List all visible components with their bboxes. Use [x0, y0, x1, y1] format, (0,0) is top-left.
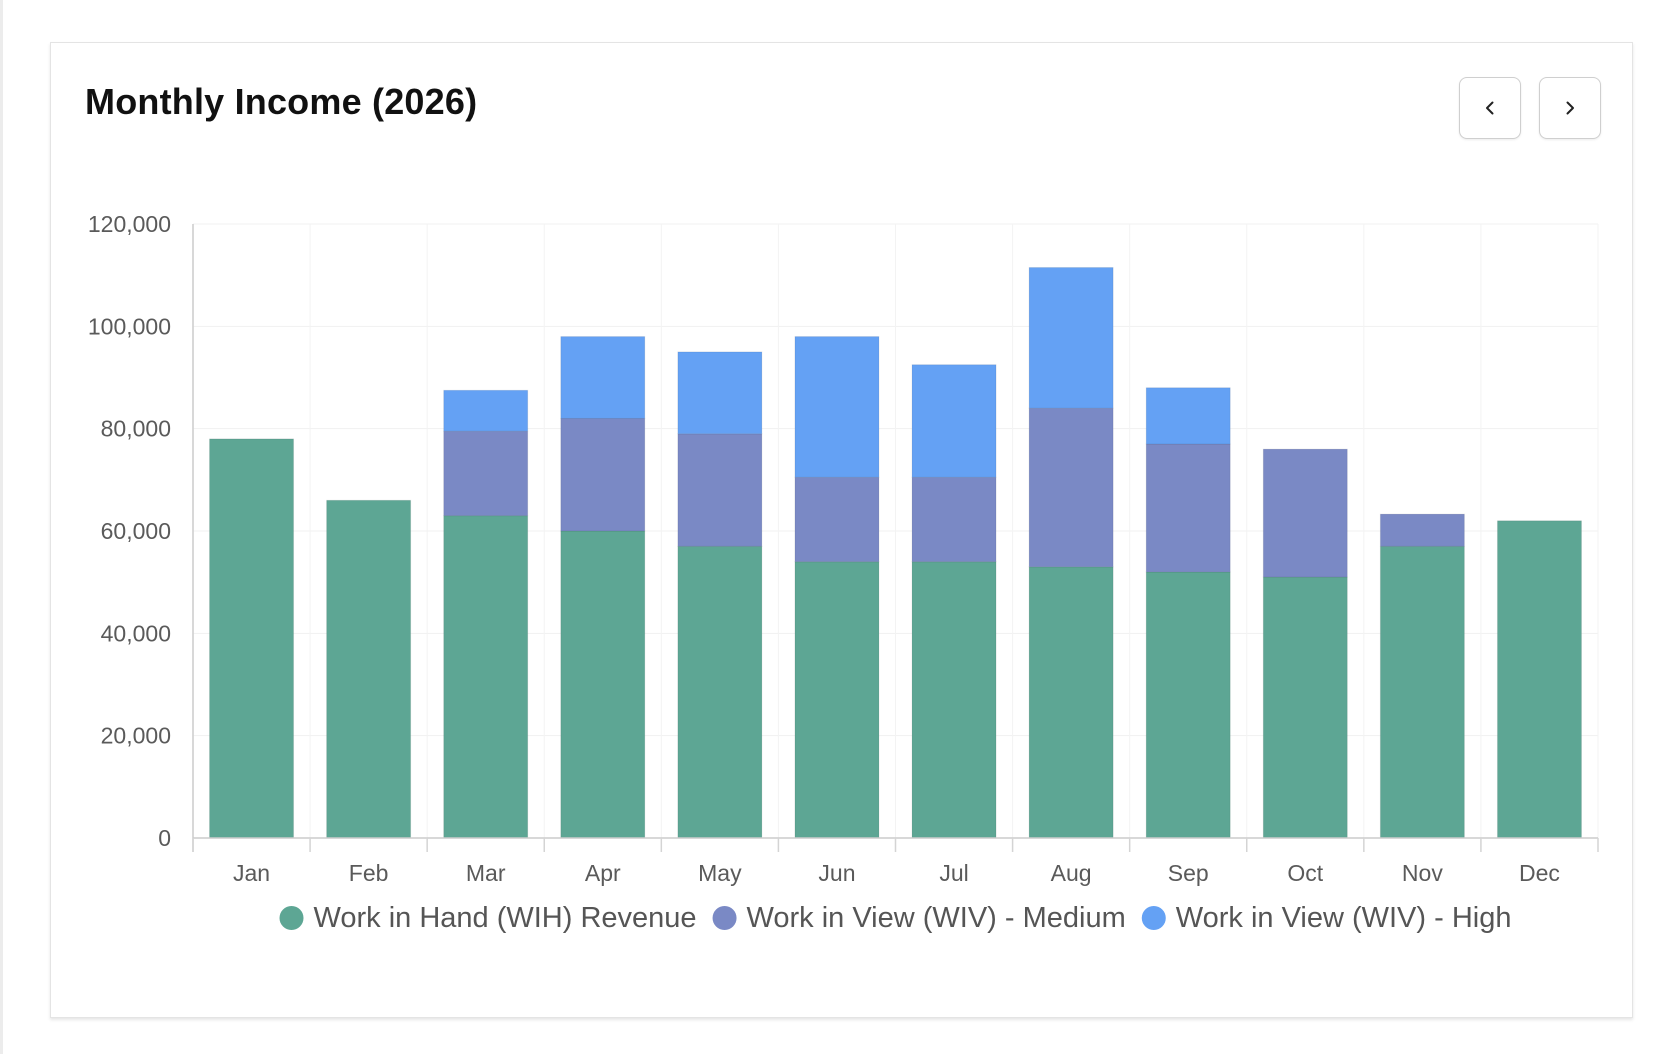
chevron-left-icon [1482, 100, 1498, 116]
x-tick-label: Nov [1402, 860, 1443, 886]
bar-jun-series-1[interactable] [794, 561, 880, 839]
bar-mar-series-1[interactable] [443, 515, 529, 839]
x-tick-label: Sep [1168, 860, 1209, 886]
x-tick-label: Feb [349, 860, 389, 886]
x-tick-label: Jul [939, 860, 968, 886]
legend-marker-1[interactable] [279, 906, 304, 930]
x-tick-label: Aug [1051, 860, 1092, 886]
x-tick-label: Apr [585, 860, 621, 886]
y-tick-label: 0 [158, 825, 171, 851]
bar-may-series-2[interactable] [677, 433, 763, 547]
stacked-bar-chart: 0 20,000 40,000 60,000 80,000 100,000 120,000 J… [88, 211, 1599, 934]
bar-may-series-3[interactable] [677, 351, 763, 435]
x-tick-label: Jan [233, 860, 270, 886]
bar-dec-series-1[interactable] [1496, 520, 1582, 839]
previous-button[interactable] [1459, 77, 1521, 139]
bar-nov-series-2[interactable] [1379, 513, 1465, 547]
bar-aug-series-1[interactable] [1028, 566, 1114, 839]
chevron-right-icon [1562, 100, 1578, 116]
legend-label-3[interactable]: Work in View (WIV) - High [1176, 902, 1512, 934]
bar-jun-series-2[interactable] [794, 476, 880, 563]
x-tick-label: Dec [1519, 860, 1560, 886]
bar-jun-series-3[interactable] [794, 336, 880, 478]
bar-oct-series-1[interactable] [1262, 576, 1348, 839]
y-tick-label: 20,000 [101, 723, 171, 749]
bar-aug-series-3[interactable] [1028, 266, 1114, 409]
x-tick-label: May [698, 860, 742, 886]
bar-feb-series-1[interactable] [326, 499, 412, 839]
bar-jul-series-2[interactable] [911, 476, 997, 563]
bar-jul-series-1[interactable] [911, 561, 997, 839]
bar-apr-series-2[interactable] [560, 417, 646, 532]
bar-sep-series-3[interactable] [1145, 387, 1231, 445]
legend-label-1[interactable]: Work in Hand (WIH) Revenue [314, 902, 697, 934]
bar-oct-series-2[interactable] [1262, 448, 1348, 578]
y-tick-label: 120,000 [88, 211, 171, 237]
bar-mar-series-2[interactable] [443, 430, 529, 517]
bar-sep-series-1[interactable] [1145, 571, 1231, 839]
x-tick-label: Mar [466, 860, 506, 886]
bar-jan-series-1[interactable] [209, 438, 295, 839]
y-tick-label: 60,000 [101, 518, 171, 544]
legend-marker-3[interactable] [1141, 906, 1166, 930]
bar-may-series-1[interactable] [677, 545, 763, 839]
bar-aug-series-2[interactable] [1028, 407, 1114, 568]
x-tick-label: Jun [818, 860, 855, 886]
y-tick-label: 40,000 [101, 620, 171, 646]
x-tick-label: Oct [1287, 860, 1323, 886]
y-tick-label: 100,000 [88, 313, 171, 339]
next-button[interactable] [1539, 77, 1601, 139]
bar-mar-series-3[interactable] [443, 389, 529, 432]
bar-apr-series-1[interactable] [560, 530, 646, 839]
bar-nov-series-1[interactable] [1379, 545, 1465, 839]
bar-jul-series-3[interactable] [911, 364, 997, 478]
bar-sep-series-2[interactable] [1145, 443, 1231, 573]
legend-marker-2[interactable] [712, 906, 737, 930]
y-tick-label: 80,000 [101, 416, 171, 442]
legend-label-2[interactable]: Work in View (WIV) - Medium [747, 902, 1126, 934]
chart-title: Monthly Income (2026) [85, 81, 478, 122]
page-edge [0, 0, 3, 1054]
bar-apr-series-3[interactable] [560, 336, 646, 419]
chart-card: Monthly Income (2026) 0 20,000 40,000 60,00… [50, 42, 1633, 1018]
